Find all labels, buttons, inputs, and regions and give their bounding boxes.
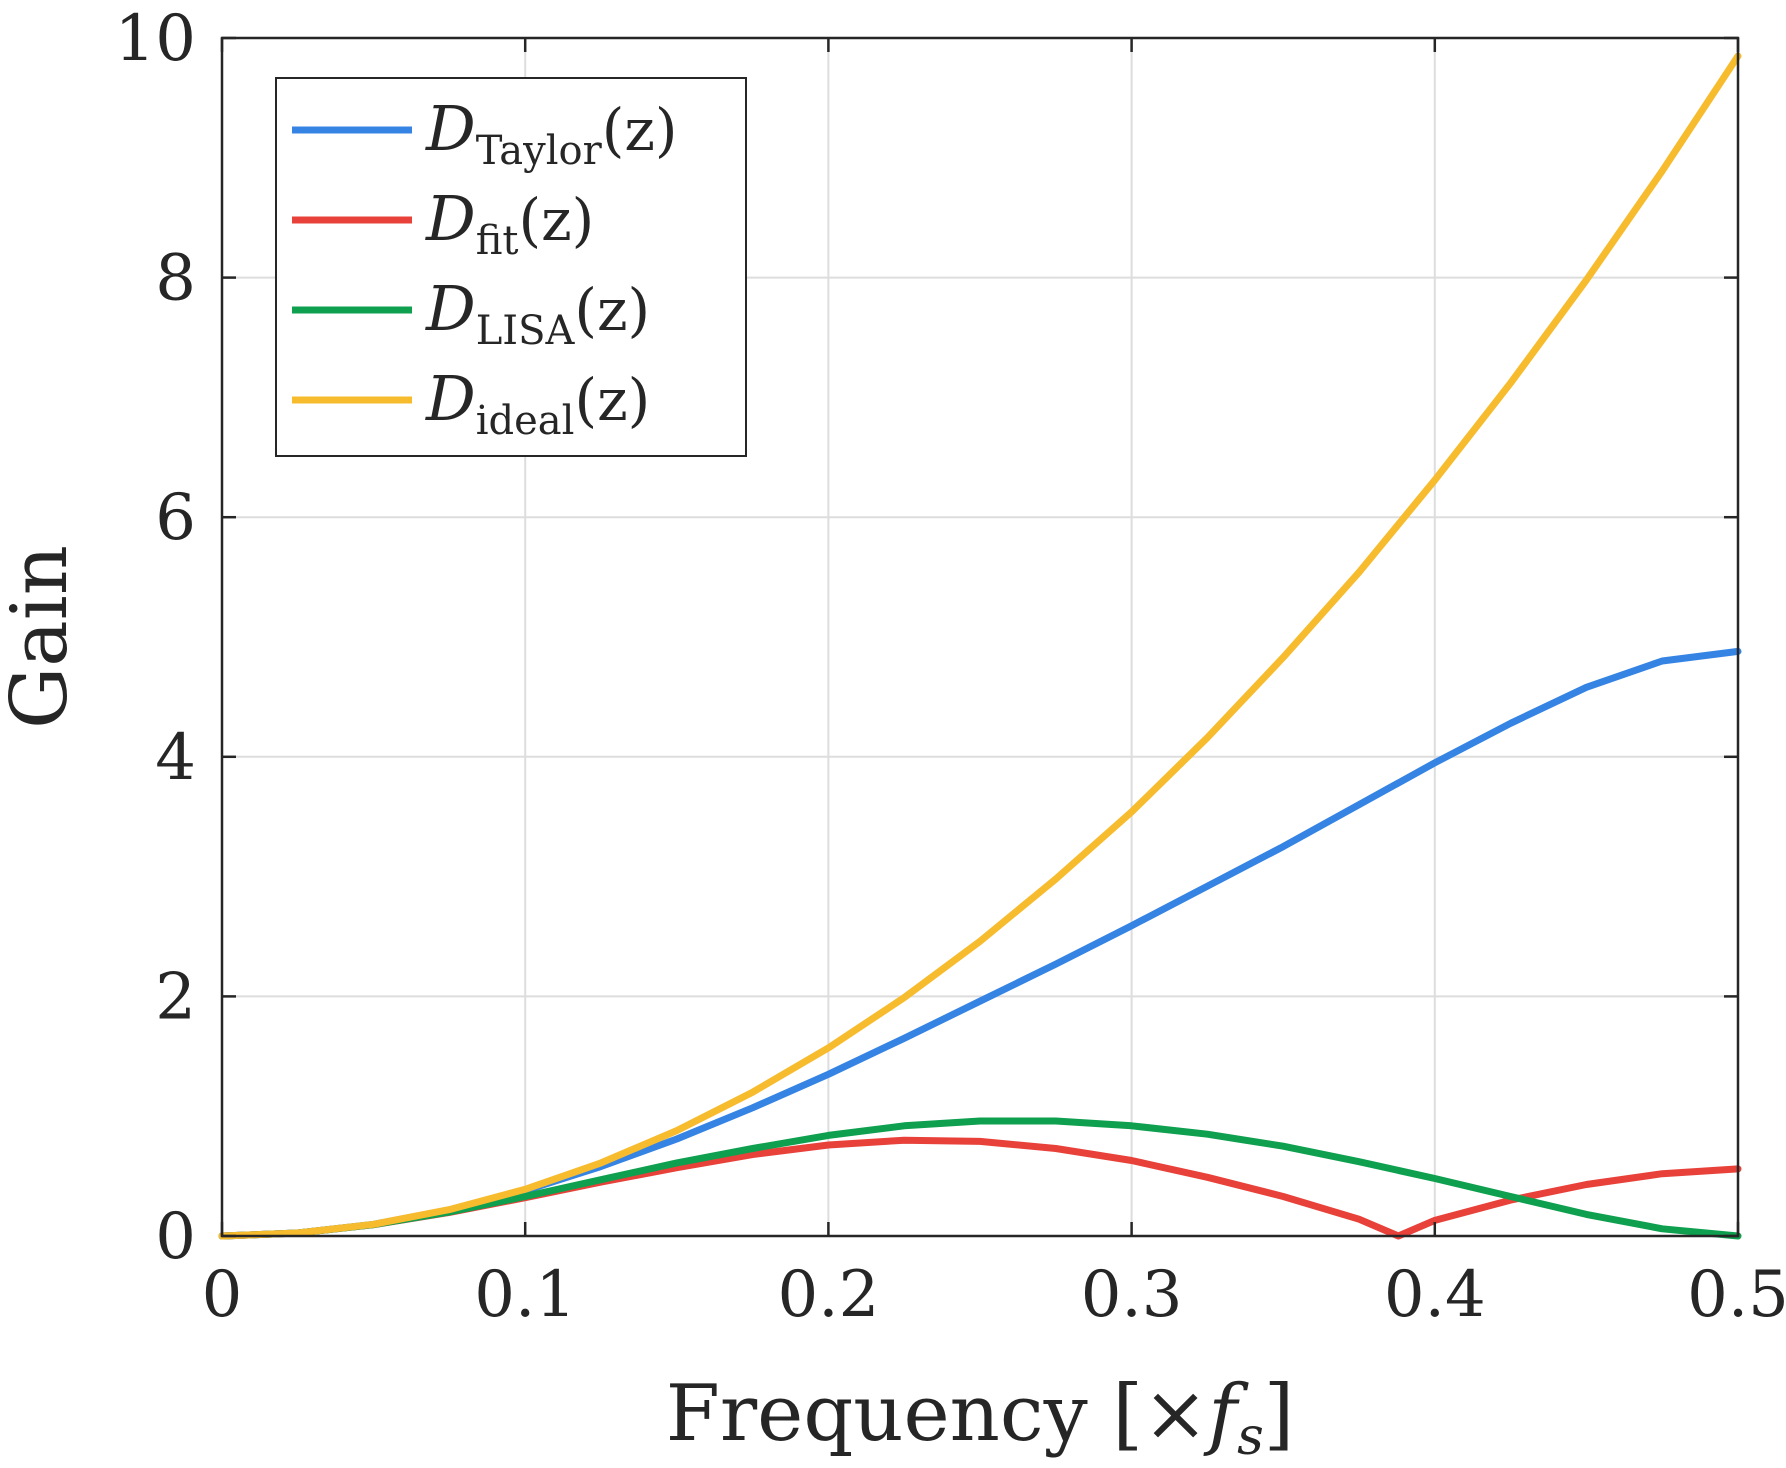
y-tick-label: 2 [155, 960, 196, 1034]
x-tick-label: 0.3 [1081, 1258, 1183, 1332]
tick-labels: 0 0.1 0.2 0.3 0.4 0.5 0 2 4 6 8 10 [115, 2, 1786, 1332]
x-tick-label: 0.1 [474, 1258, 576, 1332]
series-line-lisa [218, 1117, 1742, 1240]
x-tick-label: 0.5 [1687, 1258, 1786, 1332]
ticks [220, 36, 1740, 1238]
y-tick-label: 10 [115, 2, 196, 76]
y-tick-label: 6 [155, 481, 196, 555]
legend-entry-fit: Dfit(z) [425, 182, 594, 264]
x-tick-label: 0 [202, 1258, 243, 1332]
series-lines [218, 52, 1742, 1240]
x-tick-label: 0.2 [778, 1258, 880, 1332]
legend-entry-ideal: Dideal(z) [425, 362, 650, 444]
axes-box [220, 36, 1740, 1238]
legend-box [275, 77, 747, 457]
x-tick-label: 0.4 [1384, 1258, 1486, 1332]
legend-entry-taylor: DTaylor(z) [425, 92, 678, 174]
y-tick-label: 0 [155, 1200, 196, 1274]
y-tick-label: 8 [155, 242, 196, 316]
legend: DTaylor(z)Dfit(z)DLISA(z)Dideal(z) [275, 77, 747, 457]
x-axis-label: Frequency [×fs] [666, 1369, 1294, 1467]
y-axis-label: Gain [0, 545, 85, 729]
series-line-ideal [218, 52, 1742, 1240]
legend-entry-lisa: DLISA(z) [425, 272, 650, 354]
y-tick-label: 4 [155, 721, 196, 795]
